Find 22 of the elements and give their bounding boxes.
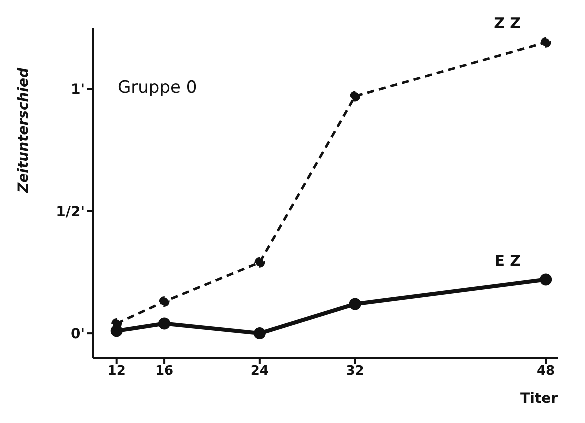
- point: [254, 328, 266, 340]
- y-tick-label: 1/2': [56, 204, 85, 220]
- y-axis-title: Zeitunterschied: [16, 66, 32, 194]
- x-tick-label: 48: [537, 364, 556, 380]
- point: [540, 37, 552, 48]
- x-tick-label: 24: [250, 364, 269, 380]
- x-tick-label: 32: [346, 364, 364, 380]
- x-tick-label: 12: [108, 364, 126, 380]
- point: [159, 296, 170, 308]
- point: [110, 325, 123, 338]
- point: [349, 298, 362, 310]
- annotation: Gruppe 0: [118, 78, 198, 98]
- point: [540, 274, 552, 286]
- point: [158, 318, 171, 330]
- point: [254, 257, 266, 268]
- series-label: E Z: [494, 252, 522, 270]
- point: [350, 91, 361, 102]
- y-tick-label: 0': [70, 326, 85, 343]
- series-label: Z Z: [494, 14, 522, 33]
- y-tick-label: 1': [70, 82, 85, 98]
- x-tick-label: 16: [155, 364, 174, 380]
- x-axis-title: Titer: [520, 391, 558, 407]
